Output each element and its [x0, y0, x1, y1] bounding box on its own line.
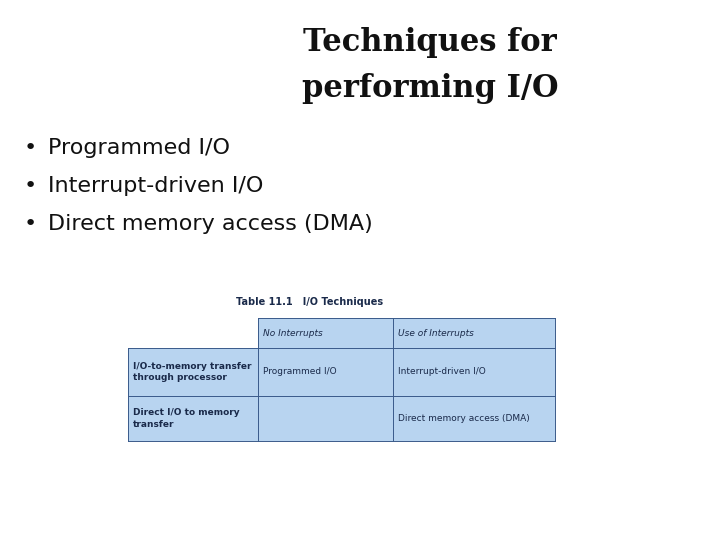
Text: •: • — [23, 176, 37, 196]
Text: Interrupt-driven I/O: Interrupt-driven I/O — [398, 368, 486, 376]
Text: Interrupt-driven I/O: Interrupt-driven I/O — [48, 176, 264, 196]
Text: Techniques for: Techniques for — [303, 26, 557, 57]
Text: •: • — [23, 214, 37, 234]
Bar — [128, 396, 258, 441]
Text: Direct memory access (DMA): Direct memory access (DMA) — [398, 414, 530, 423]
Bar — [128, 348, 258, 396]
Text: Table 11.1   I/O Techniques: Table 11.1 I/O Techniques — [236, 297, 384, 307]
Text: Programmed I/O: Programmed I/O — [263, 368, 337, 376]
Bar — [258, 348, 393, 396]
Bar — [258, 318, 393, 348]
Bar — [258, 396, 393, 441]
Text: No Interrupts: No Interrupts — [263, 328, 323, 338]
Text: Direct I/O to memory
transfer: Direct I/O to memory transfer — [133, 408, 240, 429]
Text: I/O-to-memory transfer
through processor: I/O-to-memory transfer through processor — [133, 362, 251, 382]
Bar — [393, 318, 555, 348]
Text: Direct memory access (DMA): Direct memory access (DMA) — [48, 214, 373, 234]
Text: Programmed I/O: Programmed I/O — [48, 138, 230, 158]
Text: •: • — [23, 138, 37, 158]
Bar — [393, 348, 555, 396]
Text: performing I/O: performing I/O — [302, 72, 558, 104]
Text: Use of Interrupts: Use of Interrupts — [398, 328, 474, 338]
Bar — [393, 396, 555, 441]
